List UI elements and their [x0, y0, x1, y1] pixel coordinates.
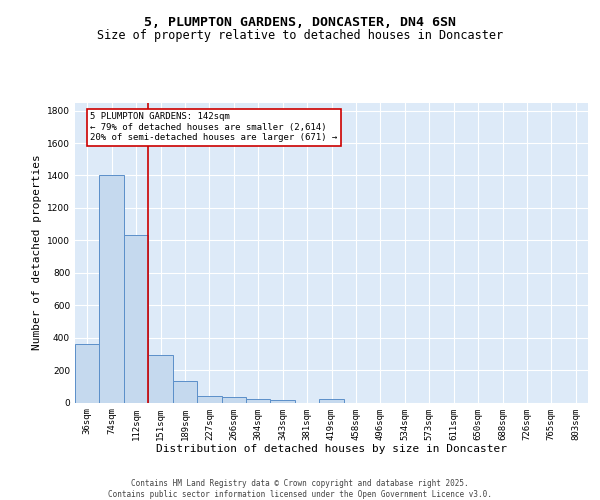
- Bar: [75, 344, 100, 403]
- Bar: [271, 400, 295, 402]
- Text: Size of property relative to detached houses in Doncaster: Size of property relative to detached ho…: [97, 30, 503, 43]
- X-axis label: Distribution of detached houses by size in Doncaster: Distribution of detached houses by size …: [156, 444, 507, 454]
- Bar: [221, 397, 246, 402]
- Bar: [197, 396, 221, 402]
- Bar: [148, 356, 173, 403]
- Bar: [319, 400, 344, 402]
- Bar: [100, 176, 124, 402]
- Text: 5 PLUMPTON GARDENS: 142sqm
← 79% of detached houses are smaller (2,614)
20% of s: 5 PLUMPTON GARDENS: 142sqm ← 79% of deta…: [91, 112, 338, 142]
- Text: Contains HM Land Registry data © Crown copyright and database right 2025.
Contai: Contains HM Land Registry data © Crown c…: [108, 480, 492, 498]
- Bar: [173, 382, 197, 402]
- Bar: [246, 399, 271, 402]
- Bar: [124, 234, 148, 402]
- Text: 5, PLUMPTON GARDENS, DONCASTER, DN4 6SN: 5, PLUMPTON GARDENS, DONCASTER, DN4 6SN: [144, 16, 456, 29]
- Y-axis label: Number of detached properties: Number of detached properties: [32, 154, 41, 350]
